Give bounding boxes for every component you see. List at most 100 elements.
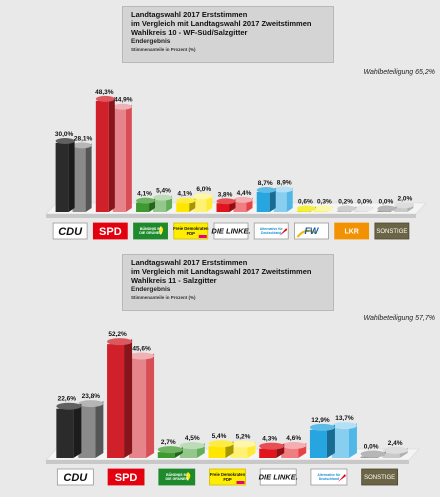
- bar-top: [377, 205, 397, 212]
- party-logo-text: SPD: [115, 472, 138, 484]
- bar-top: [382, 446, 408, 454]
- bar-top: [112, 103, 132, 110]
- chart-district: Wahlkreis 11 - Salzgitter: [131, 276, 217, 285]
- bar-top: [309, 423, 335, 431]
- bar-erststimmen-sonstige: [377, 205, 397, 212]
- bar-front: [382, 452, 400, 458]
- data-label-zweitstimmen: 45,6%: [132, 346, 151, 353]
- bar-top: [78, 400, 104, 408]
- bar-top: [259, 442, 285, 450]
- party-logo-text: LKR: [344, 229, 358, 236]
- logo-line: Freie Demokraten: [173, 226, 209, 231]
- bar-side: [68, 139, 75, 212]
- party-logo-grüne: BÜNDNIS 90 DIE GRÜNEN: [158, 468, 196, 486]
- logo-line: BÜNDNIS 90: [140, 226, 161, 231]
- bar-zweitstimmen-lkr: [354, 205, 374, 212]
- party-logo-die-linke: DIE LINKE.: [259, 468, 298, 486]
- data-label-zweitstimmen: 44,9%: [114, 97, 133, 104]
- data-label-erststimmen: 4,1%: [177, 191, 192, 198]
- bar-front: [107, 344, 125, 458]
- bar-top: [208, 440, 234, 448]
- bar-front: [176, 202, 190, 212]
- party-logo-spd: SPD: [92, 222, 128, 240]
- bar-top: [95, 95, 115, 102]
- logo-line: Alternative für: [260, 227, 284, 231]
- bar-erststimmen-grüne: [136, 197, 156, 212]
- data-label-erststimmen: 22,6%: [58, 396, 77, 403]
- bar-front: [273, 191, 287, 212]
- bar-side: [125, 104, 132, 212]
- bar-front: [233, 201, 247, 212]
- bar-zweitstimmen-cdu: [78, 400, 104, 458]
- bar-zweitstimmen-grüne: [153, 194, 173, 212]
- party-logo-afd: Alternative für Deutschland: [253, 222, 289, 240]
- bar-front: [153, 199, 167, 212]
- party-logo-text: Alternative für Deutschland: [260, 227, 284, 235]
- party-logo-text: Freie Demokraten FDP: [210, 472, 246, 482]
- data-label-zweitstimmen: 5,2%: [236, 434, 251, 441]
- bar-chart-wk11: 22,6% 23,8% CDU 52,2% 45,6% SPD 2,7% 4,5% BÜNDNI…: [45, 331, 420, 486]
- logo-line: Freie Demokraten: [210, 472, 246, 477]
- bar-zweitstimmen-sonstige: [394, 202, 414, 212]
- party-logo-text: CDU: [58, 226, 83, 238]
- data-label-erststimmen: 3,8%: [218, 191, 233, 198]
- data-label-zweitstimmen: 8,9%: [277, 180, 292, 187]
- bar-top: [233, 196, 253, 203]
- bar-top: [153, 194, 173, 201]
- bar-zweitstimmen-cdu: [72, 142, 92, 212]
- bar-zweitstimmen-afd: [331, 422, 357, 458]
- chart-header: Landtagswahl 2017 Erststimmen im Verglei…: [122, 254, 334, 311]
- logo-line: Deutschland: [319, 477, 339, 481]
- bar-top: [136, 197, 156, 204]
- bar-front: [95, 100, 109, 212]
- bar-zweitstimmen-fw: [313, 205, 333, 212]
- chart-note: Stimmenanteile in Prozent (%): [131, 47, 196, 52]
- data-label-erststimmen: 0,6%: [298, 199, 313, 206]
- party-logo-text: FW: [304, 226, 319, 236]
- bar-side: [124, 339, 133, 458]
- data-label-erststimmen: 52,2%: [108, 331, 127, 338]
- data-label-zweitstimmen: 0,3%: [317, 199, 332, 206]
- bar-top: [256, 186, 276, 193]
- bar-front: [216, 203, 230, 212]
- bar-front: [331, 428, 349, 458]
- logo-line: DIE GRÜNEN: [165, 476, 188, 481]
- bar-side: [108, 96, 115, 212]
- bar-front: [193, 198, 207, 212]
- party-logo-text: CDU: [63, 472, 88, 484]
- bar-top: [56, 402, 82, 410]
- bar-front: [309, 429, 327, 458]
- bar-front: [136, 202, 150, 212]
- party-logo-fdp: Freie Demokraten FDP: [173, 222, 209, 240]
- data-label-zweitstimmen: 2,4%: [388, 440, 403, 447]
- bar-zweitstimmen-spd: [112, 103, 132, 212]
- party-logo-cdu: CDU: [56, 468, 94, 486]
- chart-floor-edge: [46, 460, 409, 464]
- bar-front: [208, 446, 226, 458]
- data-label-zweitstimmen: 4,6%: [286, 435, 301, 442]
- turnout-label: Wahlbeteiligung 57,7%: [363, 315, 435, 322]
- party-logo-grüne: BÜNDNIS 90 DIE GRÜNEN: [133, 222, 168, 240]
- bar-top: [216, 198, 236, 205]
- bar-top: [129, 352, 155, 360]
- party-logo-afd: Alternative für Deutschland: [310, 468, 348, 486]
- data-label-erststimmen: 0,2%: [338, 199, 353, 206]
- party-logo-sonstige: SONSTIGE: [374, 222, 410, 240]
- data-label-erststimmen: 12,9%: [311, 417, 330, 424]
- bar-top: [281, 441, 307, 449]
- chart-panel-wk10: Landtagswahl 2017 Erststimmen im Verglei…: [0, 0, 440, 248]
- bar-top: [176, 197, 196, 204]
- chart-header: Landtagswahl 2017 Erststimmen im Verglei…: [122, 6, 334, 63]
- bar-front: [72, 147, 86, 212]
- data-label-zweitstimmen: 5,4%: [156, 188, 171, 195]
- chart-subtitle: im Vergleich mit Landtagswahl 2017 Zweit…: [131, 19, 312, 28]
- data-label-erststimmen: 5,4%: [212, 433, 227, 440]
- bar-erststimmen-spd: [107, 338, 133, 458]
- bar-zweitstimmen-fdp: [230, 440, 256, 458]
- turnout-label: Wahlbeteiligung 65,2%: [363, 69, 435, 76]
- logo-line: BÜNDNIS 90: [166, 472, 187, 477]
- party-logo-text: BÜNDNIS 90 DIE GRÜNEN: [165, 472, 188, 481]
- bar-top: [337, 205, 357, 212]
- data-label-zweitstimmen: 23,8%: [82, 393, 101, 400]
- bar-erststimmen-grüne: [157, 446, 183, 458]
